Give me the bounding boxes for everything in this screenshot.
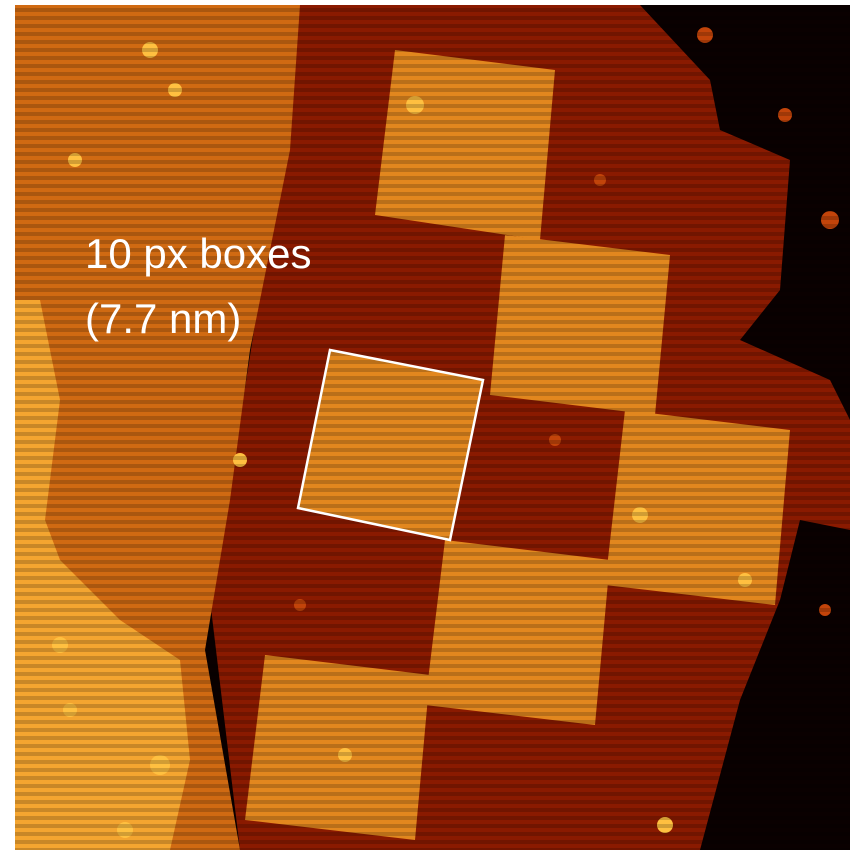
annotation-line: 10 px boxes xyxy=(85,230,312,277)
page: {"annotation": {"lines": ["10 px boxes",… xyxy=(0,0,854,853)
scan-lines xyxy=(15,5,850,850)
stm-image: 10 px boxes (7.7 nm) xyxy=(0,0,854,853)
scan: 10 px boxes (7.7 nm) xyxy=(15,5,850,850)
annotation-line: (7.7 nm) xyxy=(85,295,241,342)
